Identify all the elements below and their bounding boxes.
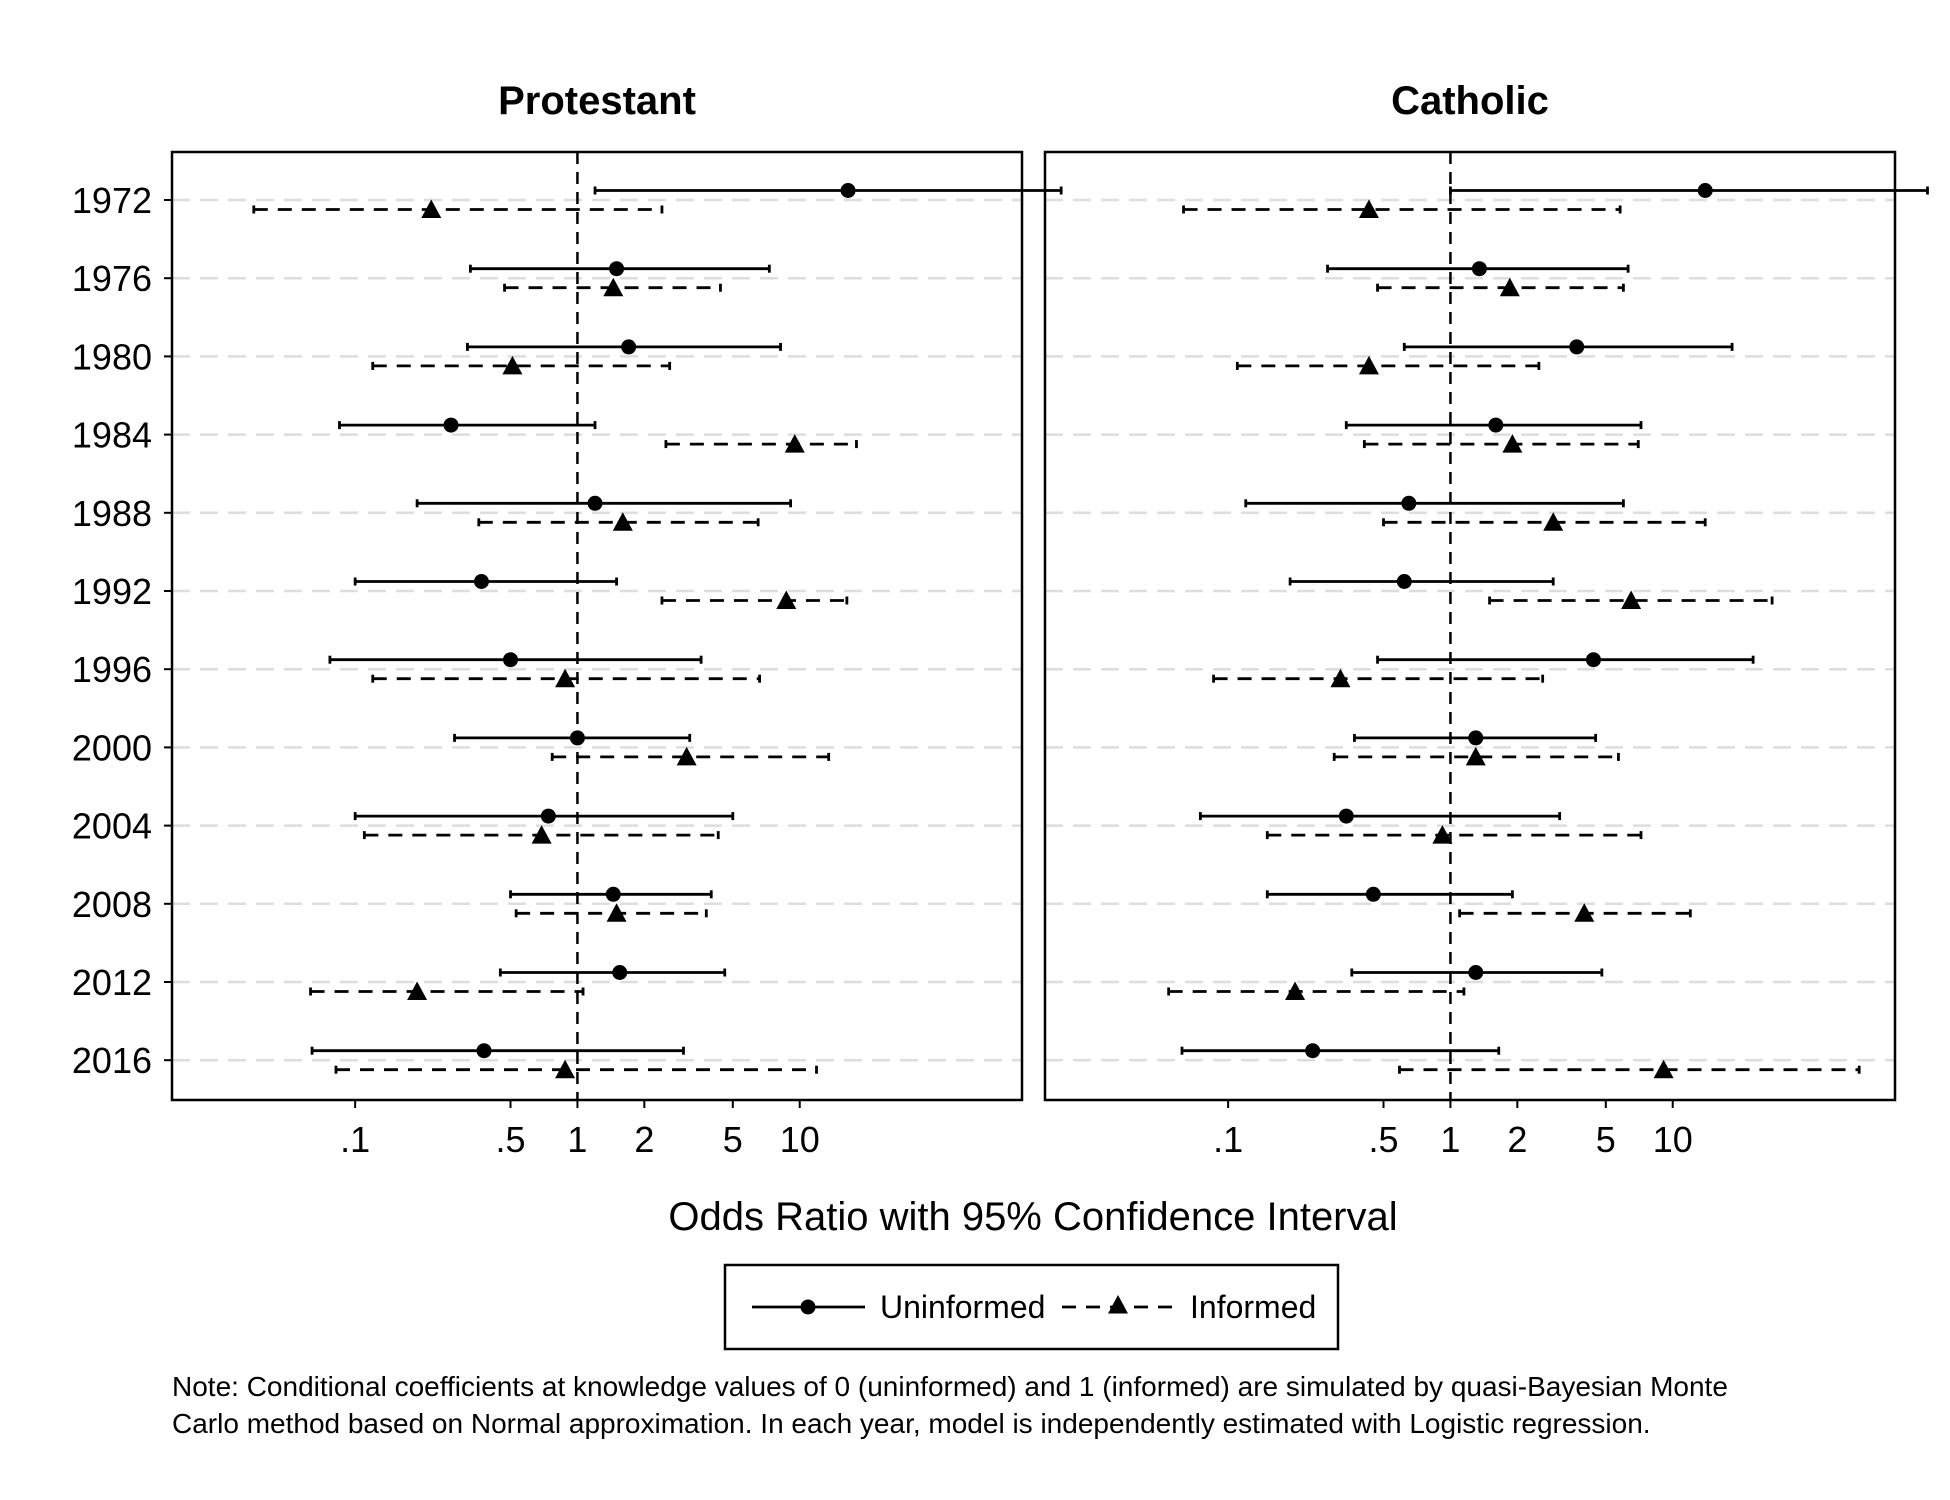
catholic-point-uninformed-1988 [1401,495,1417,511]
footnote: Note: Conditional coefficients at knowle… [172,1368,1942,1442]
protestant-x-tick-label-.5: .5 [495,1119,525,1160]
protestant-point-uninformed-2008 [605,886,621,902]
protestant-point-uninformed-2016 [476,1043,492,1059]
protestant-point-informed-1980 [502,355,523,375]
catholic-panel-border [1043,150,1897,1102]
catholic-point-uninformed-2000 [1468,730,1484,746]
catholic-point-informed-2004 [1432,825,1453,844]
catholic-x-tick-label-1: 1 [1440,1119,1460,1160]
catholic-point-informed-2008 [1574,903,1595,922]
catholic-point-uninformed-1976 [1471,261,1487,277]
protestant-panel-title: Protestant [498,79,696,123]
y-tick-label-2004: 2004 [72,806,152,847]
catholic-point-informed-1980 [1358,355,1379,375]
catholic-point-uninformed-2004 [1338,808,1354,824]
footnote-line-1: Note: Conditional coefficients at knowle… [172,1371,1728,1402]
y-tick-label-2012: 2012 [72,962,152,1003]
protestant-point-uninformed-1996 [503,652,519,668]
protestant-x-tick-label-1: 1 [567,1119,587,1160]
y-tick-label-2000: 2000 [72,727,152,768]
protestant-point-informed-1988 [612,512,633,531]
legend-uninformed-label: Uninformed [880,1289,1045,1325]
y-tick-label-1988: 1988 [72,493,152,534]
catholic-point-informed-1972 [1358,199,1379,218]
protestant-point-uninformed-1988 [587,495,603,511]
y-tick-label-1984: 1984 [72,415,152,456]
catholic-point-informed-1992 [1621,590,1642,609]
y-tick-label-2016: 2016 [72,1040,152,1081]
legend-informed-marker [1108,1295,1128,1314]
y-tick-label-1980: 1980 [72,336,152,377]
legend-informed-label: Informed [1190,1289,1316,1325]
x-axis-title: Odds Ratio with 95% Confidence Interval [668,1195,1397,1239]
y-tick-label-1976: 1976 [72,258,152,299]
catholic-point-informed-1984 [1502,434,1523,453]
protestant-point-informed-1976 [603,277,624,297]
catholic-point-informed-2016 [1653,1059,1674,1079]
protestant-x-tick-label-.1: .1 [340,1119,370,1160]
protestant-point-informed-1996 [555,668,576,688]
catholic-point-uninformed-2012 [1468,965,1484,980]
protestant-point-uninformed-2004 [540,808,556,824]
catholic-point-uninformed-2016 [1305,1043,1321,1059]
protestant-point-informed-1984 [784,434,805,453]
protestant-point-uninformed-1980 [621,339,637,355]
catholic-x-tick-label-2: 2 [1507,1119,1527,1160]
catholic-x-tick-label-5: 5 [1596,1119,1616,1160]
catholic-point-informed-2012 [1285,981,1306,1000]
protestant-point-uninformed-1972 [840,183,856,198]
catholic-point-informed-1988 [1543,512,1564,531]
catholic-point-informed-1996 [1330,668,1351,688]
y-tick-label-1996: 1996 [72,649,152,690]
protestant-point-uninformed-2000 [569,730,585,746]
protestant-point-informed-2008 [606,903,627,922]
catholic-x-tick-label-10: 10 [1653,1119,1693,1160]
y-tick-label-2008: 2008 [72,884,152,925]
protestant-point-informed-2012 [407,981,428,1000]
catholic-point-uninformed-1972 [1697,183,1713,198]
protestant-point-informed-2004 [531,825,552,844]
catholic-point-informed-2000 [1465,746,1486,766]
catholic-x-tick-label-.5: .5 [1368,1119,1398,1160]
catholic-point-informed-1976 [1499,277,1520,297]
protestant-point-informed-2016 [555,1059,576,1079]
catholic-point-uninformed-1992 [1396,574,1412,589]
catholic-point-uninformed-1984 [1488,417,1504,433]
protestant-point-informed-1972 [421,199,442,218]
protestant-x-tick-label-10: 10 [780,1119,820,1160]
catholic-point-uninformed-1996 [1585,652,1601,668]
catholic-point-uninformed-1980 [1569,339,1585,355]
y-tick-label-1992: 1992 [72,571,152,612]
protestant-point-uninformed-1976 [609,261,625,277]
protestant-point-uninformed-2012 [612,965,628,980]
protestant-panel-border [170,150,1024,1102]
protestant-point-uninformed-1984 [443,417,459,433]
catholic-point-uninformed-2008 [1365,886,1381,902]
catholic-panel-title: Catholic [1391,79,1549,123]
catholic-x-tick-label-.1: .1 [1213,1119,1243,1160]
protestant-x-tick-label-2: 2 [634,1119,654,1160]
legend-uninformed-marker [800,1299,816,1315]
protestant-x-tick-label-5: 5 [723,1119,743,1160]
footnote-line-2: Carlo method based on Normal approximati… [172,1408,1651,1439]
protestant-point-informed-1992 [776,590,797,609]
protestant-point-informed-2000 [676,746,697,766]
protestant-point-uninformed-1992 [473,574,489,589]
y-tick-label-1972: 1972 [72,180,152,221]
